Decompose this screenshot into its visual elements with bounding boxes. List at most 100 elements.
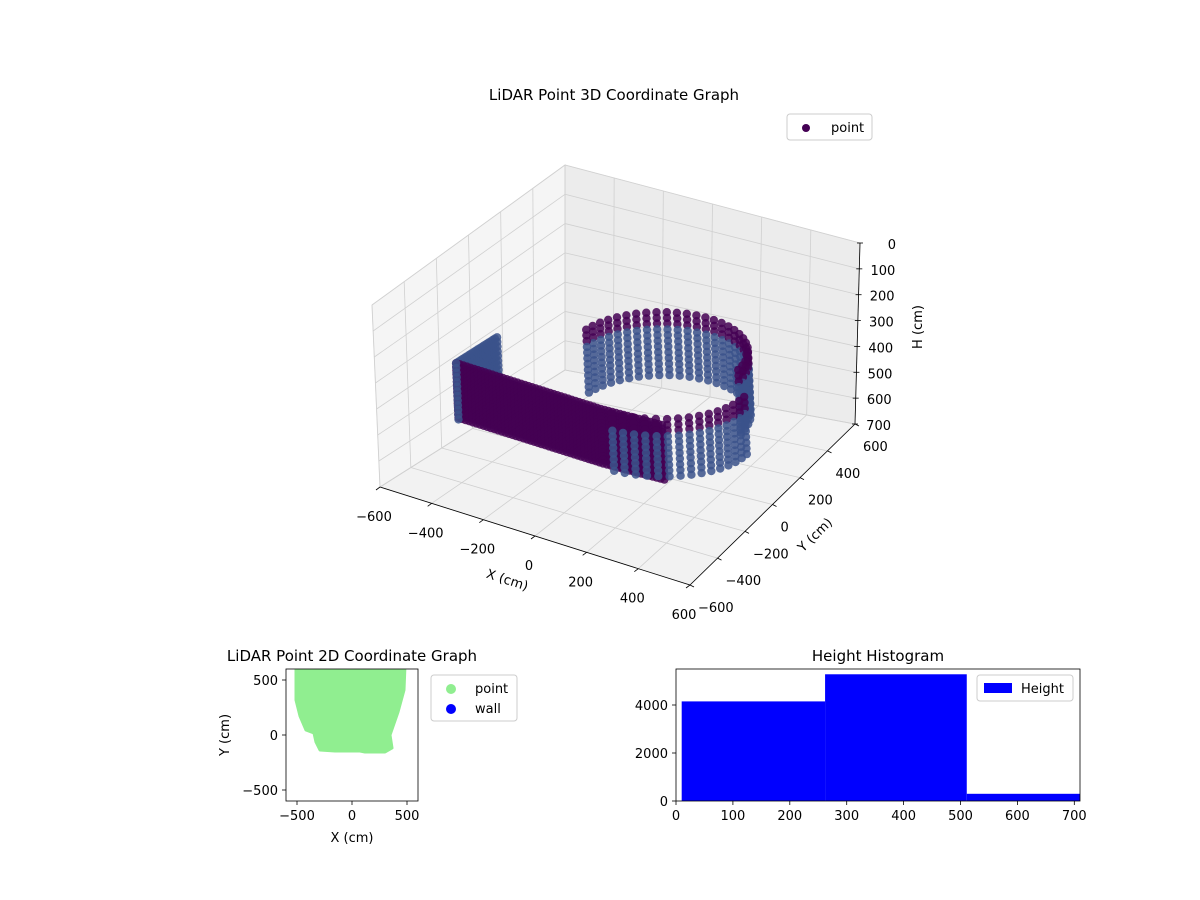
chart-3d-grid-z-back	[564, 164, 861, 244]
chart-3d-xtick-mark	[479, 519, 484, 523]
chart-3d-ztick-label: 300	[869, 316, 894, 331]
chart-3d-grid-y-left	[532, 188, 535, 390]
chart-3d-xtick-label: −200	[459, 543, 495, 558]
chart-3d-legend-box	[786, 113, 873, 141]
chart-3d-ztick-label: 0	[888, 238, 896, 253]
chart-3d-xtick-mark	[427, 503, 432, 507]
chart-3d-point	[737, 454, 746, 463]
chart-3d: LiDAR Point 3D Coordinate Graph −600 −400…	[356, 86, 926, 623]
chart-3d-ztick-label: 100	[870, 264, 895, 279]
chart-hist-legend-box	[976, 674, 1074, 702]
chart-hist-xtick-label: 200	[777, 809, 802, 824]
chart-3d-point	[584, 388, 594, 397]
chart-hist-xtick-label: 300	[834, 809, 859, 824]
chart-3d-xlabel: X (cm)	[484, 567, 530, 595]
chart-3d-ztick-label: 200	[870, 290, 895, 305]
chart-3d-xtick-mark	[375, 486, 381, 491]
chart-3d-ytick-label: 600	[863, 440, 888, 455]
chart-3d-grid-z-back	[564, 193, 860, 270]
chart-2d: LiDAR Point 2D Coordinate Graph −500 0 500…	[218, 647, 518, 846]
chart-2d-xlabel: X (cm)	[331, 831, 374, 846]
chart-hist-xtick-label: 500	[948, 809, 973, 824]
chart-3d-legend-marker	[802, 124, 810, 132]
chart-3d-point	[707, 466, 716, 476]
chart-hist-legend-label: Height	[1021, 682, 1064, 697]
chart-hist-title: Height Histogram	[812, 647, 944, 665]
chart-2d-ylabel: Y (cm)	[218, 714, 233, 757]
chart-3d-ytick-label: −200	[753, 547, 789, 562]
chart-3d-ytick-mark	[827, 450, 832, 454]
chart-3d-point	[685, 372, 694, 381]
chart-hist-ticks: 0 100 200 300 400 500 600 700 0 2000 4000	[635, 699, 1087, 824]
chart-3d-ytick-mark	[799, 477, 805, 481]
chart-hist-xtick-label: 600	[1005, 809, 1030, 824]
chart-3d-grid-y	[441, 447, 746, 532]
chart-3d-ztick-label: 700	[866, 419, 891, 434]
chart-3d-point	[716, 464, 725, 473]
chart-3d-ytick-mark	[717, 557, 722, 561]
chart-3d-xtick-label: 0	[525, 559, 533, 574]
chart-3d-point	[712, 378, 721, 388]
chart-hist-bar	[681, 701, 826, 801]
chart-3d-point	[598, 459, 608, 468]
chart-3d-point	[642, 471, 652, 480]
chart-hist-xtick-label: 0	[672, 809, 680, 824]
chart-2d-xtick-label: 0	[348, 809, 356, 824]
chart-3d-xtick-mark	[530, 535, 536, 540]
chart-3d-grid-y	[410, 467, 718, 559]
chart-3d-zlabel: H (cm)	[911, 305, 926, 349]
chart-3d-point	[665, 370, 674, 380]
chart-3d-z-axis-line	[854, 242, 861, 425]
chart-3d-xtick-mark	[685, 584, 691, 589]
chart-hist-ytick-label: 4000	[635, 699, 668, 714]
chart-3d-ytick-label: 200	[808, 494, 833, 509]
chart-3d-grid-x-back	[806, 229, 812, 416]
chart-3d-point	[704, 376, 713, 385]
chart-3d-ytick-mark	[744, 530, 750, 534]
chart-3d-xtick-label: 200	[568, 575, 593, 590]
chart-hist-xtick-label: 100	[720, 809, 745, 824]
chart-2d-ytick-label: 0	[270, 729, 278, 744]
chart-3d-grid-z-back	[564, 223, 859, 296]
chart-3d-point	[675, 371, 684, 380]
chart-3d-point	[615, 376, 624, 385]
chart-3d-grid-x-back	[757, 216, 763, 407]
chart-hist-xtick-label: 400	[891, 809, 916, 824]
chart-3d-point	[598, 381, 607, 390]
chart-hist-ytick-label: 2000	[635, 747, 668, 762]
chart-3d-grid-z-left	[371, 164, 566, 306]
chart-2d-title: LiDAR Point 2D Coordinate Graph	[227, 647, 477, 665]
chart-3d-point	[720, 381, 729, 391]
chart-2d-ytick-label: −500	[242, 784, 278, 799]
chart-3d-ztick-label: 500	[868, 367, 893, 382]
chart-3d-ytick-label: −600	[698, 601, 734, 616]
chart-hist-ytick-label: 0	[660, 795, 668, 810]
chart-3d-grid-z-back	[564, 281, 858, 347]
chart-2d-legend-label-wall: wall	[475, 702, 501, 717]
chart-3d-point	[694, 374, 704, 383]
chart-3d-point	[724, 461, 733, 470]
chart-3d-grid-z-back	[564, 252, 858, 321]
chart-3d-point	[620, 468, 629, 478]
chart-3d-xtick-mark	[582, 552, 587, 556]
chart-3d-point	[454, 415, 463, 424]
chart-2d-legend-marker-wall	[446, 704, 456, 714]
chart-hist-bars	[681, 674, 1080, 801]
chart-2d-legend: point wall	[430, 674, 518, 722]
chart-3d-point	[676, 471, 685, 480]
chart-2d-xtick-label: 500	[395, 809, 420, 824]
chart-3d-point	[610, 466, 619, 475]
chart-3d-point-cloud	[451, 308, 755, 484]
chart-3d-grid-z-left	[375, 252, 566, 384]
chart-3d-point	[655, 370, 664, 380]
chart-3d-grid-y-left	[435, 258, 443, 449]
chart-3d-ytick-mark	[689, 584, 695, 588]
chart-2d-xtick-label: −500	[279, 809, 315, 824]
chart-3d-point	[654, 472, 663, 481]
chart-3d-point	[606, 378, 616, 387]
chart-3d-xtick-label: −600	[356, 510, 392, 525]
chart-3d-xtick-label: 400	[620, 592, 645, 607]
chart-3d-legend: point	[786, 113, 873, 141]
